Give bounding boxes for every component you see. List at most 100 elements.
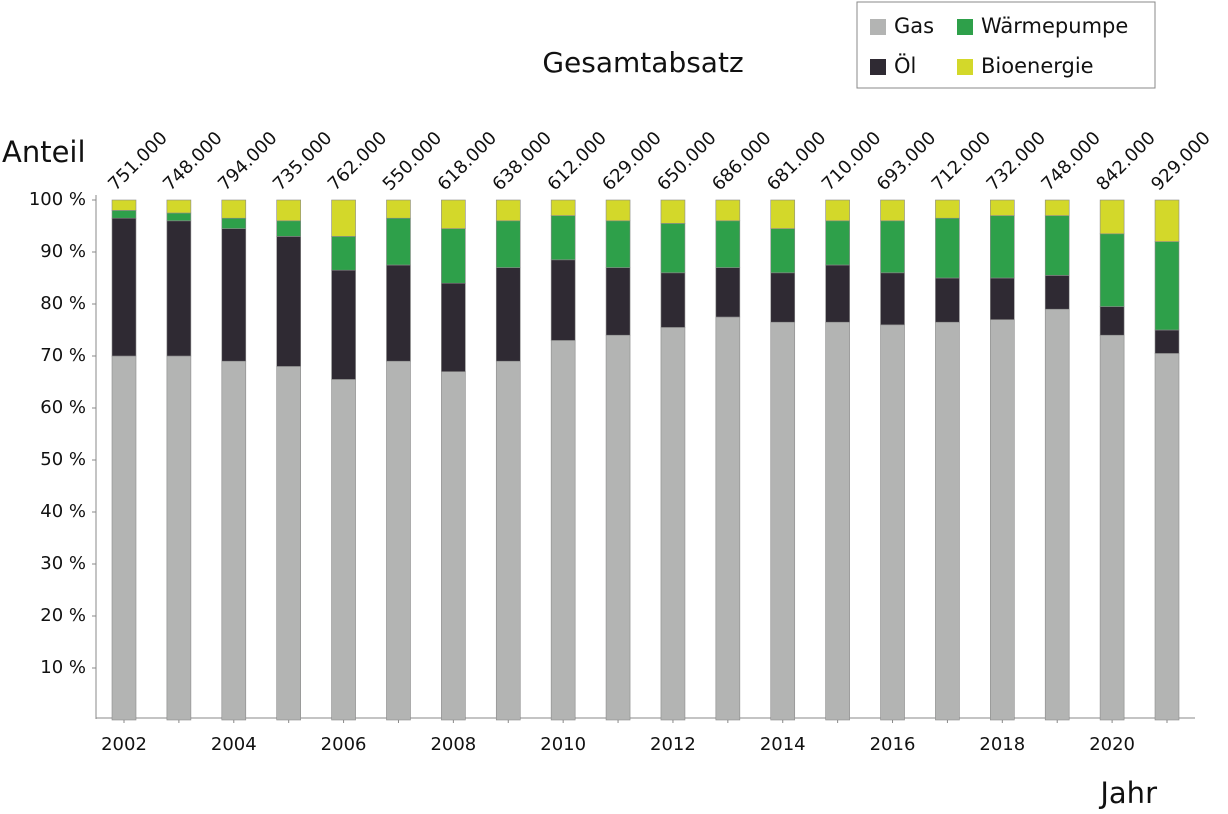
x-tick-label: 2006: [321, 734, 367, 755]
bar-segment: [1099, 233, 1125, 307]
bar-segment: [331, 379, 356, 721]
bar-segment: [221, 228, 247, 362]
bar-segment: [605, 267, 631, 336]
total-label: 748.000: [159, 128, 226, 195]
bar-segment: [166, 199, 192, 214]
bar-segment: [880, 324, 905, 721]
y-tick-label: 20 %: [40, 605, 86, 626]
bar-segment: [550, 340, 576, 721]
bar-segment: [441, 371, 466, 721]
bar-segment: [1099, 199, 1125, 235]
bar-segment: [331, 199, 356, 237]
bar-segment: [1154, 329, 1180, 354]
bar-segment: [880, 272, 905, 326]
bar-segment: [770, 272, 796, 323]
y-tick-label: 50 %: [40, 449, 86, 470]
total-label: 735.000: [269, 128, 336, 195]
bar-segment: [990, 215, 1015, 279]
bar-segment: [166, 220, 192, 357]
bar-segment: [166, 212, 192, 222]
bar-segment: [1154, 353, 1180, 721]
bar-segment: [935, 217, 960, 279]
bar-segment: [660, 272, 686, 328]
bar-segment: [495, 199, 521, 222]
bar-segment: [935, 321, 960, 721]
legend-swatch: [957, 59, 973, 75]
x-tick-label: 2020: [1089, 734, 1135, 755]
chart-title: Gesamtabsatz: [542, 46, 743, 79]
x-tick-label: 2014: [760, 734, 806, 755]
bar-segment: [441, 199, 466, 229]
bar-segment: [550, 259, 576, 341]
y-tick-label: 40 %: [40, 501, 86, 522]
bar-segment: [111, 355, 137, 721]
bar-segment: [990, 319, 1015, 721]
bar-segment: [880, 199, 905, 222]
bar-segment: [1044, 199, 1070, 216]
bar-segment: [880, 220, 905, 274]
bar-segment: [660, 223, 686, 274]
x-axis-label: Jahr: [1098, 776, 1157, 810]
legend-label: Gas: [894, 14, 934, 38]
legend-swatch: [957, 19, 973, 35]
total-label: 712.000: [928, 128, 995, 195]
total-label: 629.000: [598, 128, 665, 195]
bar-segment: [386, 264, 411, 362]
bar-segment: [166, 355, 192, 721]
total-label: 681.000: [763, 128, 830, 195]
total-label: 842.000: [1092, 128, 1159, 195]
total-label: 762.000: [324, 128, 391, 195]
bar-segment: [495, 267, 521, 362]
bar-segment: [715, 267, 741, 318]
bar-segment: [111, 199, 137, 211]
bar-segment: [770, 228, 796, 274]
bar-segment: [550, 215, 576, 261]
y-tick-label: 100 %: [29, 189, 86, 210]
y-tick-label: 80 %: [40, 293, 86, 314]
total-label: 929.000: [1147, 128, 1214, 195]
total-label: 751.000: [104, 128, 171, 195]
total-label: 693.000: [873, 128, 940, 195]
bar-segment: [715, 220, 741, 268]
bar-segment: [495, 360, 521, 721]
bar-segment: [660, 199, 686, 224]
bar-segment: [331, 236, 356, 271]
y-tick-label: 70 %: [40, 345, 86, 366]
y-tick-label: 60 %: [40, 397, 86, 418]
bar-segment: [495, 220, 521, 268]
bar-segment: [605, 220, 631, 268]
legend-swatch: [870, 19, 886, 35]
total-label: 686.000: [708, 128, 775, 195]
bar-segment: [111, 210, 137, 219]
legend-swatch: [870, 59, 886, 75]
x-tick-label: 2012: [650, 734, 696, 755]
total-label: 638.000: [488, 128, 555, 195]
bar-segment: [386, 217, 411, 266]
bar-segment: [550, 199, 576, 216]
bar-segment: [441, 228, 466, 284]
legend-box: [856, 1, 1156, 89]
bar-segment: [1044, 215, 1070, 276]
bar-segment: [276, 236, 301, 367]
y-tick-label: 90 %: [40, 241, 86, 262]
bar-segment: [441, 282, 466, 372]
bar-segment: [221, 360, 247, 721]
bar-segment: [386, 199, 411, 219]
bar-segment: [276, 366, 301, 721]
total-label: 612.000: [543, 128, 610, 195]
total-label: 794.000: [214, 128, 281, 195]
bar-segment: [221, 199, 247, 219]
bar-segment: [770, 321, 796, 721]
bar-segment: [935, 199, 960, 219]
bar-segment: [660, 327, 686, 721]
bar-segment: [1044, 308, 1070, 721]
x-tick-label: 2004: [211, 734, 257, 755]
total-label: 550.000: [379, 128, 446, 195]
total-label: 710.000: [818, 128, 885, 195]
bar-segment: [1099, 306, 1125, 336]
x-tick-label: 2010: [540, 734, 586, 755]
x-tick-label: 2002: [101, 734, 147, 755]
bar-segment: [1099, 334, 1125, 721]
bar-segment: [111, 217, 137, 357]
